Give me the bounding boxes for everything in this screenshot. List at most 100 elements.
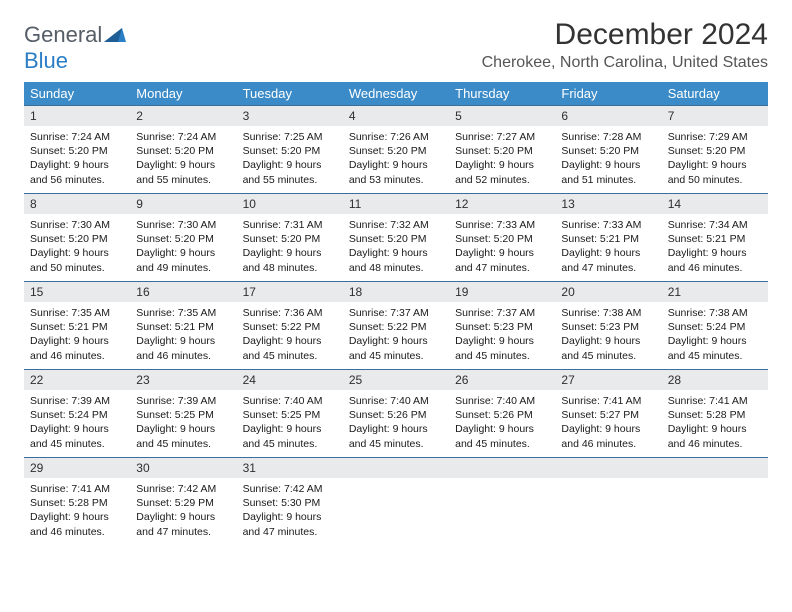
day-number: 28 bbox=[662, 369, 768, 390]
day-details: Sunrise: 7:36 AMSunset: 5:22 PMDaylight:… bbox=[237, 302, 343, 369]
daylight-line1: Daylight: 9 hours bbox=[30, 510, 124, 524]
day-number: 29 bbox=[24, 457, 130, 478]
sunrise-text: Sunrise: 7:32 AM bbox=[349, 218, 443, 232]
brand-logo: General Blue bbox=[24, 18, 126, 74]
day-number: 22 bbox=[24, 369, 130, 390]
calendar-cell-empty bbox=[449, 457, 555, 545]
sunrise-text: Sunrise: 7:25 AM bbox=[243, 130, 337, 144]
day-number: 24 bbox=[237, 369, 343, 390]
calendar-cell: 17Sunrise: 7:36 AMSunset: 5:22 PMDayligh… bbox=[237, 281, 343, 369]
daylight-line1: Daylight: 9 hours bbox=[136, 422, 230, 436]
daylight-line1: Daylight: 9 hours bbox=[136, 510, 230, 524]
day-number bbox=[343, 457, 449, 478]
day-number: 18 bbox=[343, 281, 449, 302]
sunset-text: Sunset: 5:20 PM bbox=[455, 144, 549, 158]
sunrise-text: Sunrise: 7:35 AM bbox=[136, 306, 230, 320]
day-details: Sunrise: 7:40 AMSunset: 5:26 PMDaylight:… bbox=[343, 390, 449, 457]
sunset-text: Sunset: 5:22 PM bbox=[349, 320, 443, 334]
sunset-text: Sunset: 5:26 PM bbox=[455, 408, 549, 422]
day-number: 14 bbox=[662, 193, 768, 214]
calendar-cell: 24Sunrise: 7:40 AMSunset: 5:25 PMDayligh… bbox=[237, 369, 343, 457]
day-number: 5 bbox=[449, 105, 555, 126]
sunset-text: Sunset: 5:20 PM bbox=[30, 144, 124, 158]
daylight-line2: and 45 minutes. bbox=[455, 349, 549, 363]
calendar-cell: 28Sunrise: 7:41 AMSunset: 5:28 PMDayligh… bbox=[662, 369, 768, 457]
day-details: Sunrise: 7:33 AMSunset: 5:20 PMDaylight:… bbox=[449, 214, 555, 281]
day-details: Sunrise: 7:41 AMSunset: 5:28 PMDaylight:… bbox=[24, 478, 130, 545]
daylight-line2: and 47 minutes. bbox=[136, 525, 230, 539]
sunset-text: Sunset: 5:24 PM bbox=[30, 408, 124, 422]
sunrise-text: Sunrise: 7:41 AM bbox=[30, 482, 124, 496]
calendar-cell: 4Sunrise: 7:26 AMSunset: 5:20 PMDaylight… bbox=[343, 105, 449, 193]
calendar-cell: 2Sunrise: 7:24 AMSunset: 5:20 PMDaylight… bbox=[130, 105, 236, 193]
daylight-line2: and 46 minutes. bbox=[668, 437, 762, 451]
daylight-line2: and 45 minutes. bbox=[349, 437, 443, 451]
day-details: Sunrise: 7:37 AMSunset: 5:22 PMDaylight:… bbox=[343, 302, 449, 369]
sunrise-text: Sunrise: 7:39 AM bbox=[30, 394, 124, 408]
sunset-text: Sunset: 5:30 PM bbox=[243, 496, 337, 510]
calendar-cell: 25Sunrise: 7:40 AMSunset: 5:26 PMDayligh… bbox=[343, 369, 449, 457]
day-number: 3 bbox=[237, 105, 343, 126]
sunrise-text: Sunrise: 7:38 AM bbox=[561, 306, 655, 320]
brand-text: General bbox=[24, 22, 126, 48]
daylight-line1: Daylight: 9 hours bbox=[561, 246, 655, 260]
day-number: 4 bbox=[343, 105, 449, 126]
calendar-cell: 31Sunrise: 7:42 AMSunset: 5:30 PMDayligh… bbox=[237, 457, 343, 545]
calendar-week-row: 29Sunrise: 7:41 AMSunset: 5:28 PMDayligh… bbox=[24, 457, 768, 545]
brand-triangle-icon bbox=[104, 22, 126, 48]
day-details: Sunrise: 7:30 AMSunset: 5:20 PMDaylight:… bbox=[24, 214, 130, 281]
day-number: 11 bbox=[343, 193, 449, 214]
weekday-header: Saturday bbox=[662, 82, 768, 105]
day-number: 7 bbox=[662, 105, 768, 126]
daylight-line2: and 45 minutes. bbox=[136, 437, 230, 451]
day-details: Sunrise: 7:34 AMSunset: 5:21 PMDaylight:… bbox=[662, 214, 768, 281]
day-number bbox=[662, 457, 768, 478]
daylight-line1: Daylight: 9 hours bbox=[668, 158, 762, 172]
sunset-text: Sunset: 5:20 PM bbox=[349, 144, 443, 158]
month-title: December 2024 bbox=[482, 18, 768, 52]
calendar-cell: 15Sunrise: 7:35 AMSunset: 5:21 PMDayligh… bbox=[24, 281, 130, 369]
daylight-line1: Daylight: 9 hours bbox=[243, 158, 337, 172]
day-number: 13 bbox=[555, 193, 661, 214]
calendar-cell-empty bbox=[662, 457, 768, 545]
daylight-line1: Daylight: 9 hours bbox=[30, 246, 124, 260]
day-details: Sunrise: 7:29 AMSunset: 5:20 PMDaylight:… bbox=[662, 126, 768, 193]
day-details: Sunrise: 7:24 AMSunset: 5:20 PMDaylight:… bbox=[24, 126, 130, 193]
day-details: Sunrise: 7:35 AMSunset: 5:21 PMDaylight:… bbox=[24, 302, 130, 369]
sunset-text: Sunset: 5:20 PM bbox=[455, 232, 549, 246]
weekday-header: Thursday bbox=[449, 82, 555, 105]
daylight-line2: and 45 minutes. bbox=[455, 437, 549, 451]
sunrise-text: Sunrise: 7:37 AM bbox=[349, 306, 443, 320]
daylight-line2: and 48 minutes. bbox=[349, 261, 443, 275]
daylight-line2: and 53 minutes. bbox=[349, 173, 443, 187]
sunset-text: Sunset: 5:28 PM bbox=[668, 408, 762, 422]
daylight-line1: Daylight: 9 hours bbox=[243, 334, 337, 348]
daylight-line1: Daylight: 9 hours bbox=[668, 334, 762, 348]
daylight-line1: Daylight: 9 hours bbox=[243, 422, 337, 436]
sunset-text: Sunset: 5:20 PM bbox=[561, 144, 655, 158]
daylight-line2: and 45 minutes. bbox=[243, 349, 337, 363]
daylight-line2: and 46 minutes. bbox=[30, 349, 124, 363]
daylight-line1: Daylight: 9 hours bbox=[561, 422, 655, 436]
day-details: Sunrise: 7:40 AMSunset: 5:25 PMDaylight:… bbox=[237, 390, 343, 457]
daylight-line2: and 45 minutes. bbox=[30, 437, 124, 451]
day-details: Sunrise: 7:39 AMSunset: 5:24 PMDaylight:… bbox=[24, 390, 130, 457]
daylight-line1: Daylight: 9 hours bbox=[349, 246, 443, 260]
daylight-line1: Daylight: 9 hours bbox=[30, 158, 124, 172]
day-number: 15 bbox=[24, 281, 130, 302]
weekday-header: Friday bbox=[555, 82, 661, 105]
calendar-page: General Blue December 2024 Cherokee, Nor… bbox=[0, 0, 792, 563]
day-number bbox=[449, 457, 555, 478]
header: General Blue December 2024 Cherokee, Nor… bbox=[24, 18, 768, 74]
daylight-line1: Daylight: 9 hours bbox=[455, 246, 549, 260]
daylight-line2: and 49 minutes. bbox=[136, 261, 230, 275]
calendar-week-row: 1Sunrise: 7:24 AMSunset: 5:20 PMDaylight… bbox=[24, 105, 768, 193]
daylight-line2: and 56 minutes. bbox=[30, 173, 124, 187]
day-details: Sunrise: 7:41 AMSunset: 5:27 PMDaylight:… bbox=[555, 390, 661, 457]
calendar-cell-empty bbox=[555, 457, 661, 545]
sunrise-text: Sunrise: 7:30 AM bbox=[136, 218, 230, 232]
calendar-cell: 30Sunrise: 7:42 AMSunset: 5:29 PMDayligh… bbox=[130, 457, 236, 545]
day-number: 16 bbox=[130, 281, 236, 302]
day-details: Sunrise: 7:35 AMSunset: 5:21 PMDaylight:… bbox=[130, 302, 236, 369]
brand-part2: Blue bbox=[24, 48, 68, 74]
